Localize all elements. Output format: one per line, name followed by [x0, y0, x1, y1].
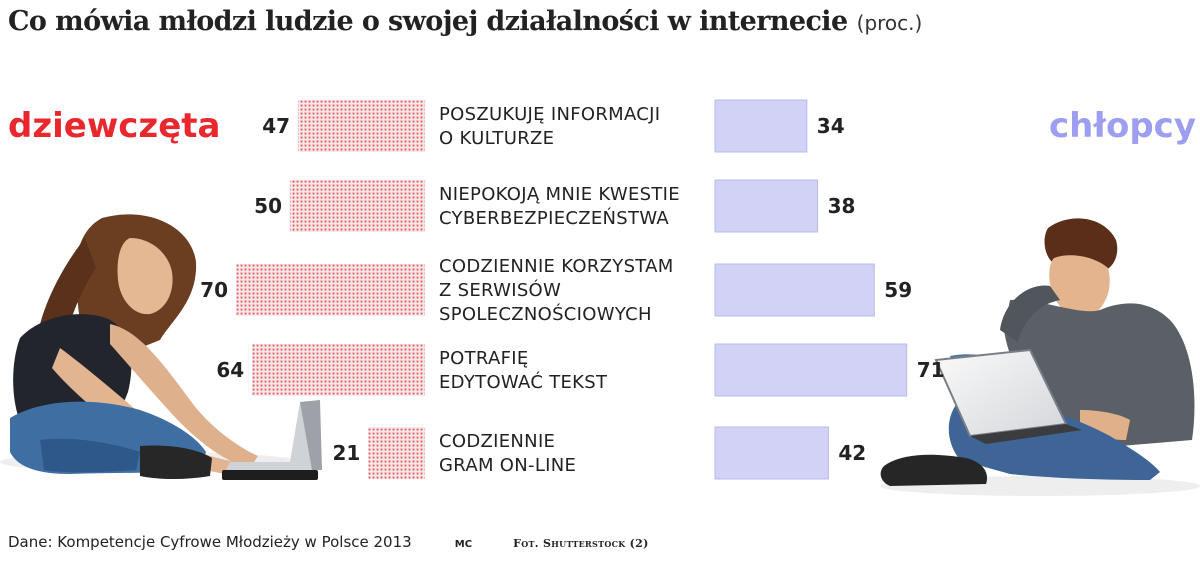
bar-chlopcy-0 — [714, 99, 808, 153]
category-label-1-line-0: NIEPOKOJĄ MNIE KWESTIE — [439, 184, 680, 205]
value-label-dziewczeta-1: 50 — [254, 194, 282, 218]
legend-label-chlopcy: chłopcy — [1049, 106, 1196, 146]
value-label-dziewczeta-0: 47 — [262, 114, 290, 138]
category-label-2-line-1: Z SERWISÓW — [439, 279, 561, 301]
category-label-3-line-1: EDYTOWAĆ TEKST — [439, 371, 608, 393]
value-label-dziewczeta-2: 70 — [200, 278, 228, 302]
category-label-2-line-0: CODZIENNIE KORZYSTAM — [439, 256, 674, 277]
bar-dziewczeta-0 — [298, 100, 425, 152]
bar-chlopcy-1 — [714, 179, 819, 233]
photo-credit: Fot. Shutterstock (2) — [513, 537, 649, 550]
category-label-0-line-0: POSZUKUJĘ INFORMACJI — [439, 104, 660, 125]
bars-layer: 47 34 POSZUKUJĘ INFORMACJI O KULTURZE 50 38 NI… — [200, 99, 945, 480]
bar-dziewczeta-2 — [236, 264, 425, 316]
category-label-2-line-2: SPOLECZNOŚCIOWYCH — [439, 303, 652, 325]
bar-chlopcy-3 — [714, 343, 908, 397]
category-label-0-line-1: O KULTURZE — [439, 128, 554, 149]
legend-label-dziewczeta: dziewczęta — [8, 106, 220, 146]
category-label-3-line-0: POTRAFIĘ — [439, 348, 529, 369]
chart-title: Co mówia młodzi ludzie o swojej działaln… — [8, 6, 848, 37]
value-label-chlopcy-3: 71 — [917, 358, 945, 382]
source-note: Dane: Kompetencje Cyfrowe Młodzieży w Po… — [8, 533, 412, 551]
category-label-4-line-1: GRAM ON-LINE — [439, 455, 576, 476]
author-initials: MC — [454, 539, 473, 550]
bar-dziewczeta-1 — [290, 180, 425, 232]
bar-dziewczeta-4 — [368, 427, 425, 479]
chart-unit-label: (proc.) — [856, 11, 923, 35]
category-label-4-line-0: CODZIENNIE — [439, 431, 555, 452]
value-label-chlopcy-0: 34 — [817, 114, 845, 138]
value-label-chlopcy-2: 59 — [884, 278, 912, 302]
chart-title-block: Co mówia młodzi ludzie o swojej działaln… — [8, 6, 1188, 37]
bar-chlopcy-4 — [714, 426, 829, 480]
boy-photo-illustration — [880, 218, 1200, 496]
value-label-dziewczeta-4: 21 — [332, 441, 360, 465]
value-label-dziewczeta-3: 64 — [216, 358, 244, 382]
footer: Dane: Kompetencje Cyfrowe Młodzieży w Po… — [8, 532, 1158, 551]
value-label-chlopcy-1: 38 — [828, 194, 856, 218]
bar-dziewczeta-3 — [252, 344, 425, 396]
category-label-1-line-1: CYBERBEZPIECZEŃSTWA — [439, 207, 669, 229]
bar-chlopcy-2 — [714, 263, 875, 317]
girl-photo-illustration — [0, 214, 322, 480]
value-label-chlopcy-4: 42 — [838, 441, 866, 465]
